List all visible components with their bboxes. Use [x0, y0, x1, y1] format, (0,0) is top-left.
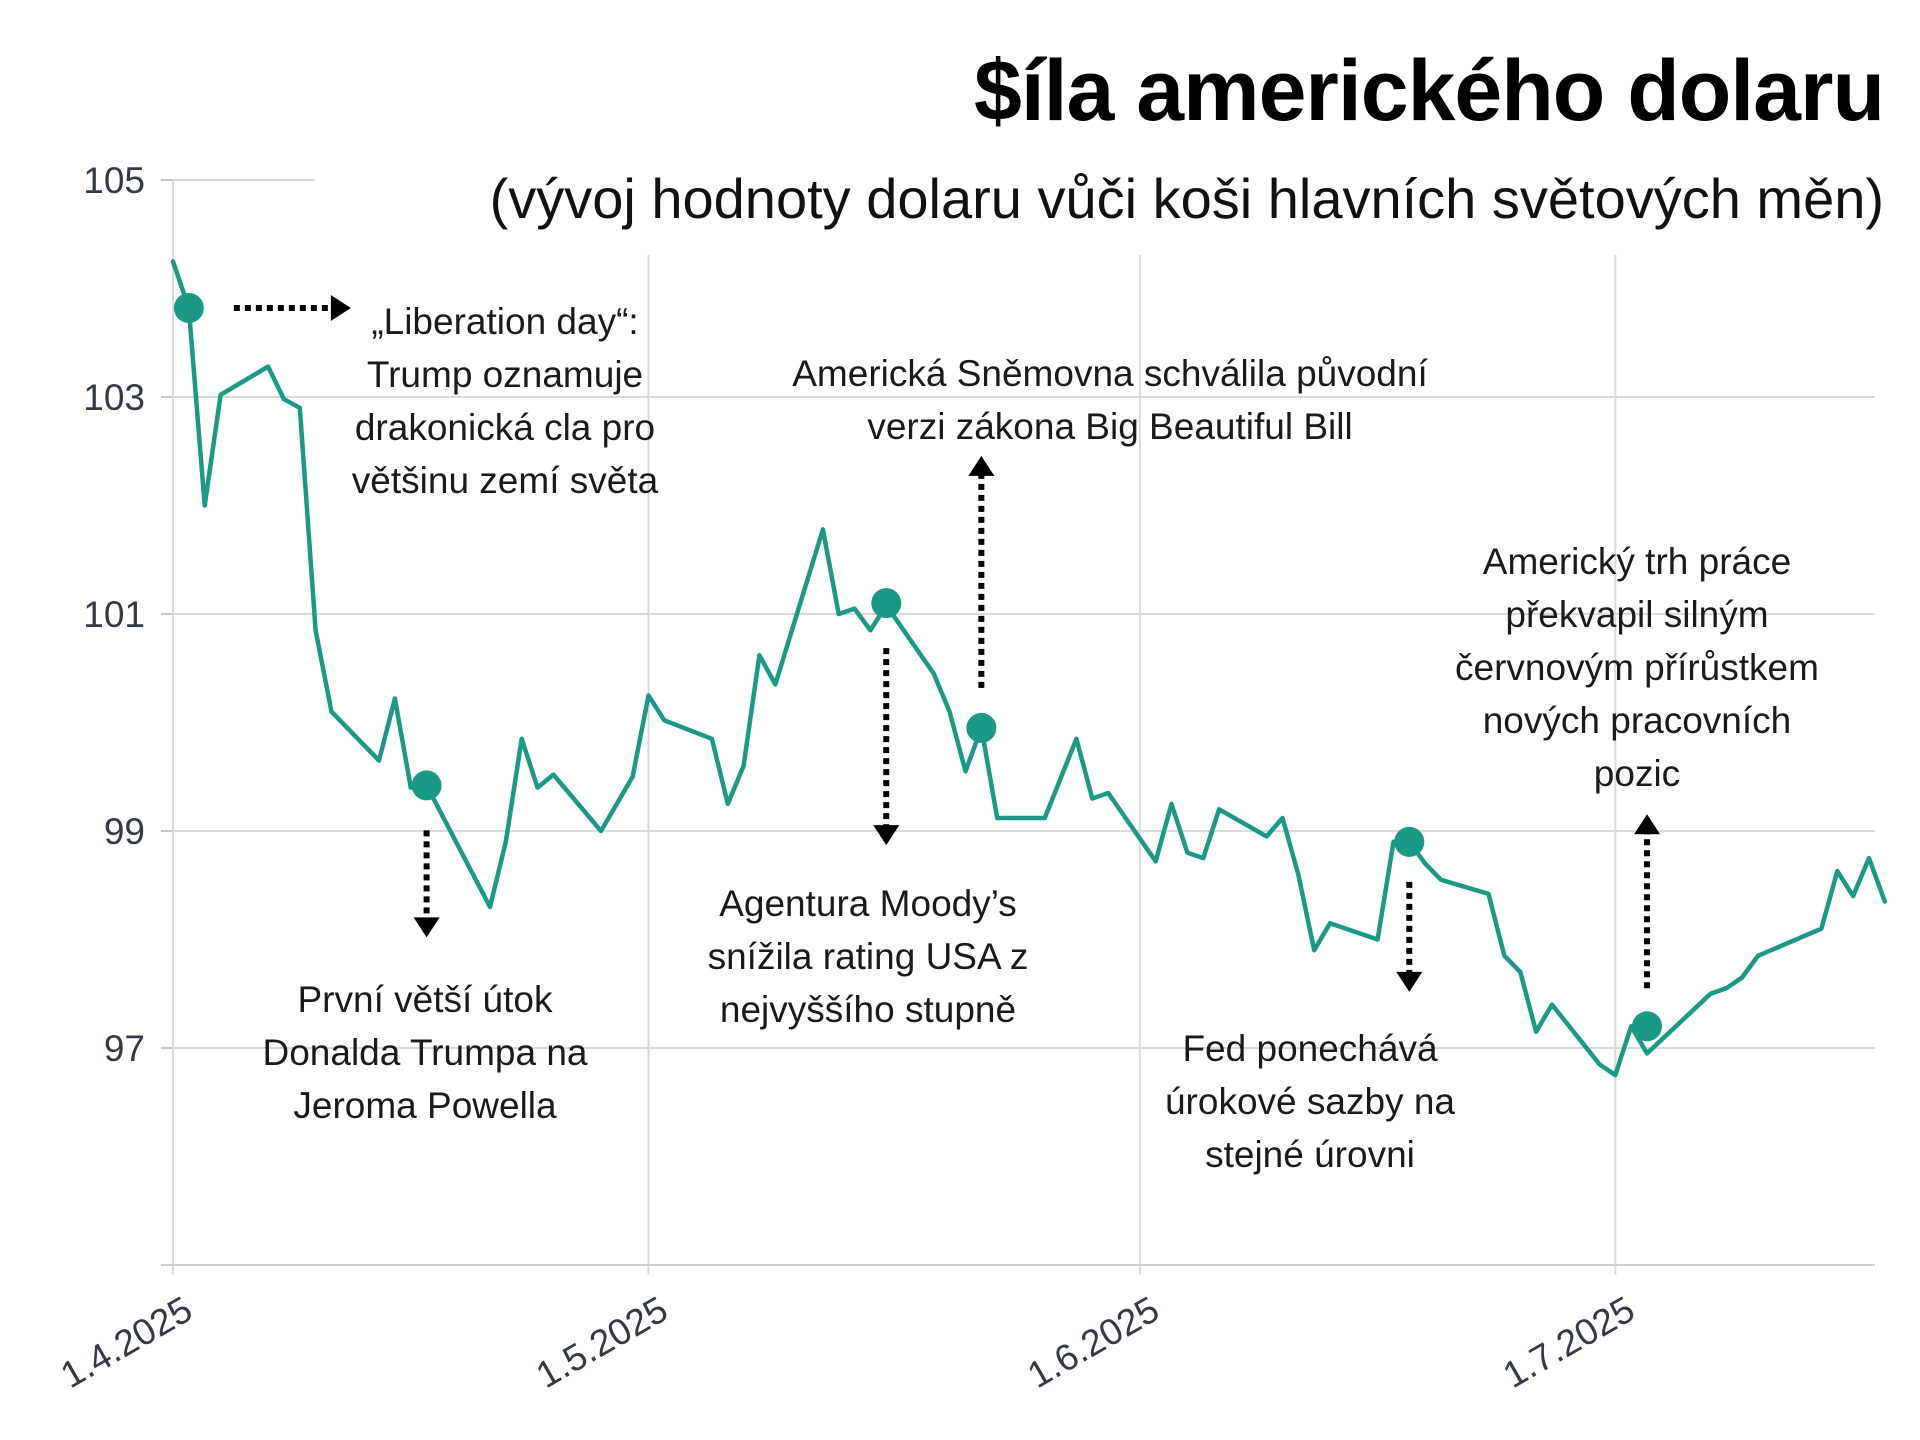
annotation-label: Agentura Moody’s snížila rating USA z nejv…: [678, 877, 1058, 1036]
annotation-line: Agentura Moody’s: [719, 883, 1017, 924]
event-marker: [1632, 1011, 1663, 1042]
y-tick-label: 105: [83, 160, 145, 201]
annotation-label: „Liberation day“: Trump oznamuje drakonick…: [315, 295, 695, 507]
event-marker: [1394, 826, 1425, 857]
chart-title: $íla amerického dolaru: [973, 43, 1885, 139]
event-marker: [173, 293, 204, 324]
annotation-label: Fed ponechává úrokové sazby na stejné úrov…: [1130, 1022, 1490, 1181]
event-marker: [411, 770, 442, 801]
annotation-line: Americký trh práce: [1482, 541, 1792, 582]
annotation-line: stejné úrovni: [1205, 1134, 1415, 1175]
x-tick-label: 1.4.2025: [54, 1288, 199, 1396]
annotation-line: pozic: [1593, 753, 1681, 794]
annotation-arrow-head: [1396, 971, 1423, 992]
series-line: [170, 259, 1888, 1078]
annotation-line: nových pracovních: [1482, 700, 1792, 741]
annotation-line: Donalda Trumpa na: [262, 1032, 588, 1073]
annotation-line: verzi zákona Big Beautiful Bill: [867, 406, 1353, 447]
annotation-arrow-head: [1634, 814, 1661, 835]
event-marker: [966, 712, 997, 743]
annotation-line: úrokové sazby na: [1164, 1081, 1455, 1122]
annotation-line: překvapil silným: [1505, 594, 1769, 635]
y-tick-label: 97: [104, 1028, 145, 1069]
annotation-arrow-head: [873, 825, 900, 846]
annotation-line: „Liberation day“:: [371, 301, 639, 342]
annotation-line: drakonická cla pro: [354, 407, 656, 448]
annotation-line: Americká Sněmovna schválila původní: [792, 353, 1428, 394]
annotation-line: Jeroma Powella: [293, 1085, 557, 1126]
annotation-line: Fed ponechává: [1182, 1028, 1438, 1069]
annotation-line: nejvyššího stupně: [719, 989, 1017, 1030]
annotation-line: První větší útok: [297, 979, 553, 1020]
annotation-arrow-head: [330, 295, 351, 322]
chart-subtitle: (vývoj hodnoty dolaru vůči koši hlavních…: [489, 167, 1884, 230]
annotation-line: červnovým přírůstkem: [1455, 647, 1819, 688]
y-tick-label: 99: [104, 811, 145, 852]
annotation-label: První větší útok Donalda Trumpa na Jeroma …: [245, 973, 605, 1132]
y-tick-label: 103: [83, 377, 145, 418]
annotation-label: Americká Sněmovna schválila původní verzi…: [750, 347, 1470, 453]
x-tick-label: 1.5.2025: [529, 1288, 674, 1396]
annotation-label: Americký trh práce překvapil silným červno…: [1427, 535, 1847, 800]
annotation-arrow-head: [968, 455, 995, 476]
annotation-arrow-head: [413, 917, 440, 938]
x-tick-label: 1.6.2025: [1021, 1288, 1166, 1396]
annotation-line: Trump oznamuje: [366, 354, 644, 395]
x-tick-label: 1.7.2025: [1496, 1288, 1641, 1396]
event-marker: [871, 588, 902, 619]
annotation-line: většinu zemí světa: [351, 460, 659, 501]
annotation-line: snížila rating USA z: [707, 936, 1029, 977]
y-tick-label: 101: [83, 594, 145, 635]
